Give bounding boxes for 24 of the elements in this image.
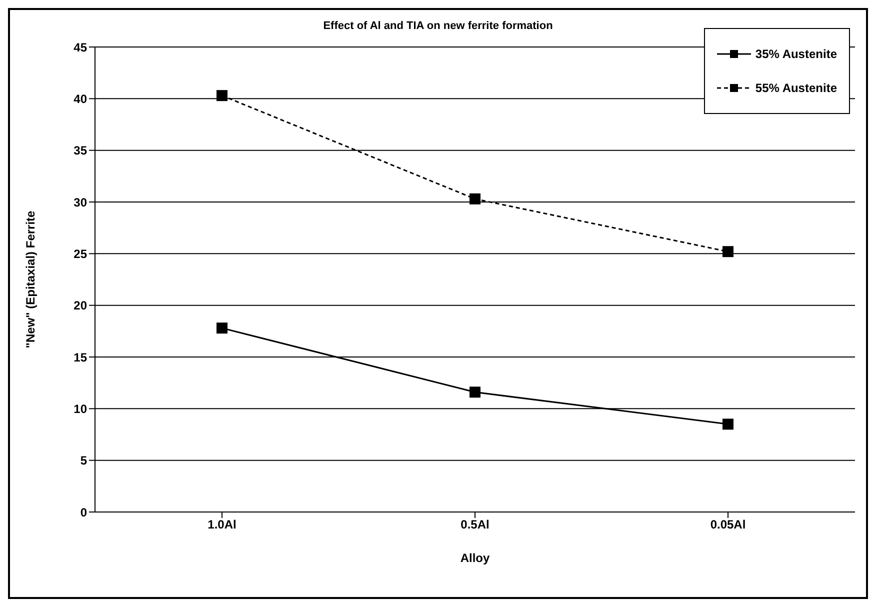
point bbox=[722, 418, 734, 430]
y-tick-label: 20 bbox=[74, 298, 88, 313]
x-tick-label: 0.05Al bbox=[710, 518, 746, 532]
y-tick-label: 30 bbox=[74, 195, 88, 210]
y-tick-label: 15 bbox=[74, 350, 88, 364]
y-tick-label: 10 bbox=[74, 402, 88, 416]
point bbox=[216, 90, 228, 102]
point bbox=[470, 386, 480, 398]
y-tick-label: 25 bbox=[74, 246, 88, 261]
legend-label: 55% Austenite bbox=[755, 81, 837, 95]
point bbox=[722, 246, 734, 258]
chart-title: Effect of Al and TIA on new ferrite formation bbox=[322, 20, 554, 32]
x-axis-title: Alloy bbox=[460, 551, 490, 565]
point bbox=[470, 193, 480, 204]
y-tick-label: 0 bbox=[80, 505, 88, 520]
y-tick-label: 40 bbox=[74, 92, 88, 106]
x-tick-label: 0.5Al bbox=[460, 518, 490, 532]
legend-label: 35% Austenite bbox=[755, 47, 837, 61]
x-tick-label: 1.0Al bbox=[208, 518, 236, 532]
y-axis-title: "New" (Epitaxial) Ferrite bbox=[23, 210, 38, 348]
point bbox=[216, 322, 228, 334]
y-tick-label: 5 bbox=[80, 454, 88, 468]
y-tick-label: 45 bbox=[74, 40, 88, 54]
y-tick-label: 35 bbox=[74, 144, 88, 158]
